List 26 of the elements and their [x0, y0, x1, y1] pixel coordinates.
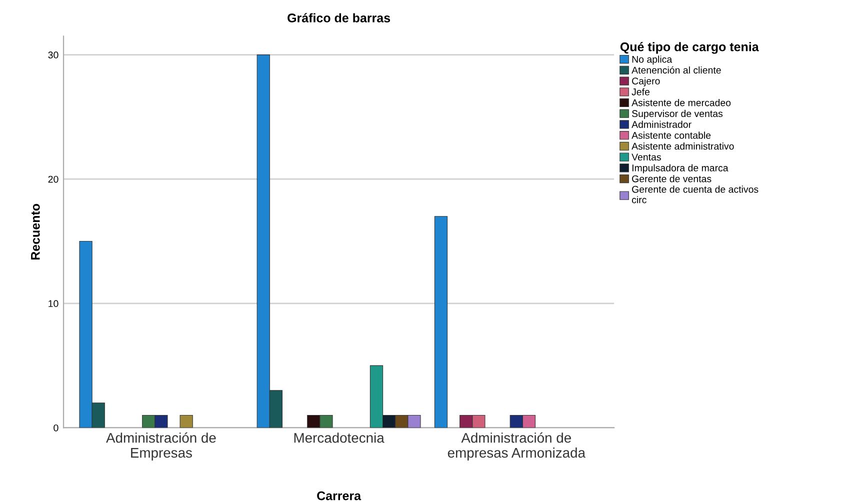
legend-title: Qué tipo de cargo tenia — [620, 42, 759, 54]
bar — [180, 414, 193, 428]
legend-label: Atenención al cliente — [632, 66, 721, 74]
legend-label: Cajero — [632, 77, 660, 86]
y-tick-label: 30 — [48, 52, 58, 58]
legend-label: Asistente contable — [632, 132, 711, 139]
chart-title: Gráfico de barras — [288, 13, 390, 22]
legend-label: Gerente de cuenta de activos circ — [632, 186, 758, 204]
legend-label: Jefe — [632, 88, 650, 96]
x-tick-label: Mercadotecnia — [294, 432, 384, 443]
legend-label: Impulsadora de marca — [632, 164, 728, 174]
y-tick-label: 10 — [48, 300, 58, 308]
y-tick-label: 20 — [48, 176, 58, 183]
x-tick-label: Administración de empresas Armonizada — [448, 432, 586, 460]
legend-label: Asistente de mercadeo — [632, 99, 731, 106]
x-axis-title: Carrera — [317, 491, 362, 500]
legend-label: Asistente administrativo — [632, 142, 734, 150]
x-tick-label: Administración de Empresas — [106, 432, 216, 460]
legend-label: No aplica — [632, 56, 672, 65]
legend-label: Supervisor de ventas — [632, 110, 723, 119]
y-tick-label: 0 — [54, 424, 58, 432]
legend-label: Ventas — [632, 154, 661, 161]
bar — [434, 216, 448, 428]
legend-label: Gerente de ventas — [632, 175, 712, 182]
legend-label: Administrador — [632, 120, 692, 128]
y-axis-title: Recuento — [31, 204, 40, 260]
